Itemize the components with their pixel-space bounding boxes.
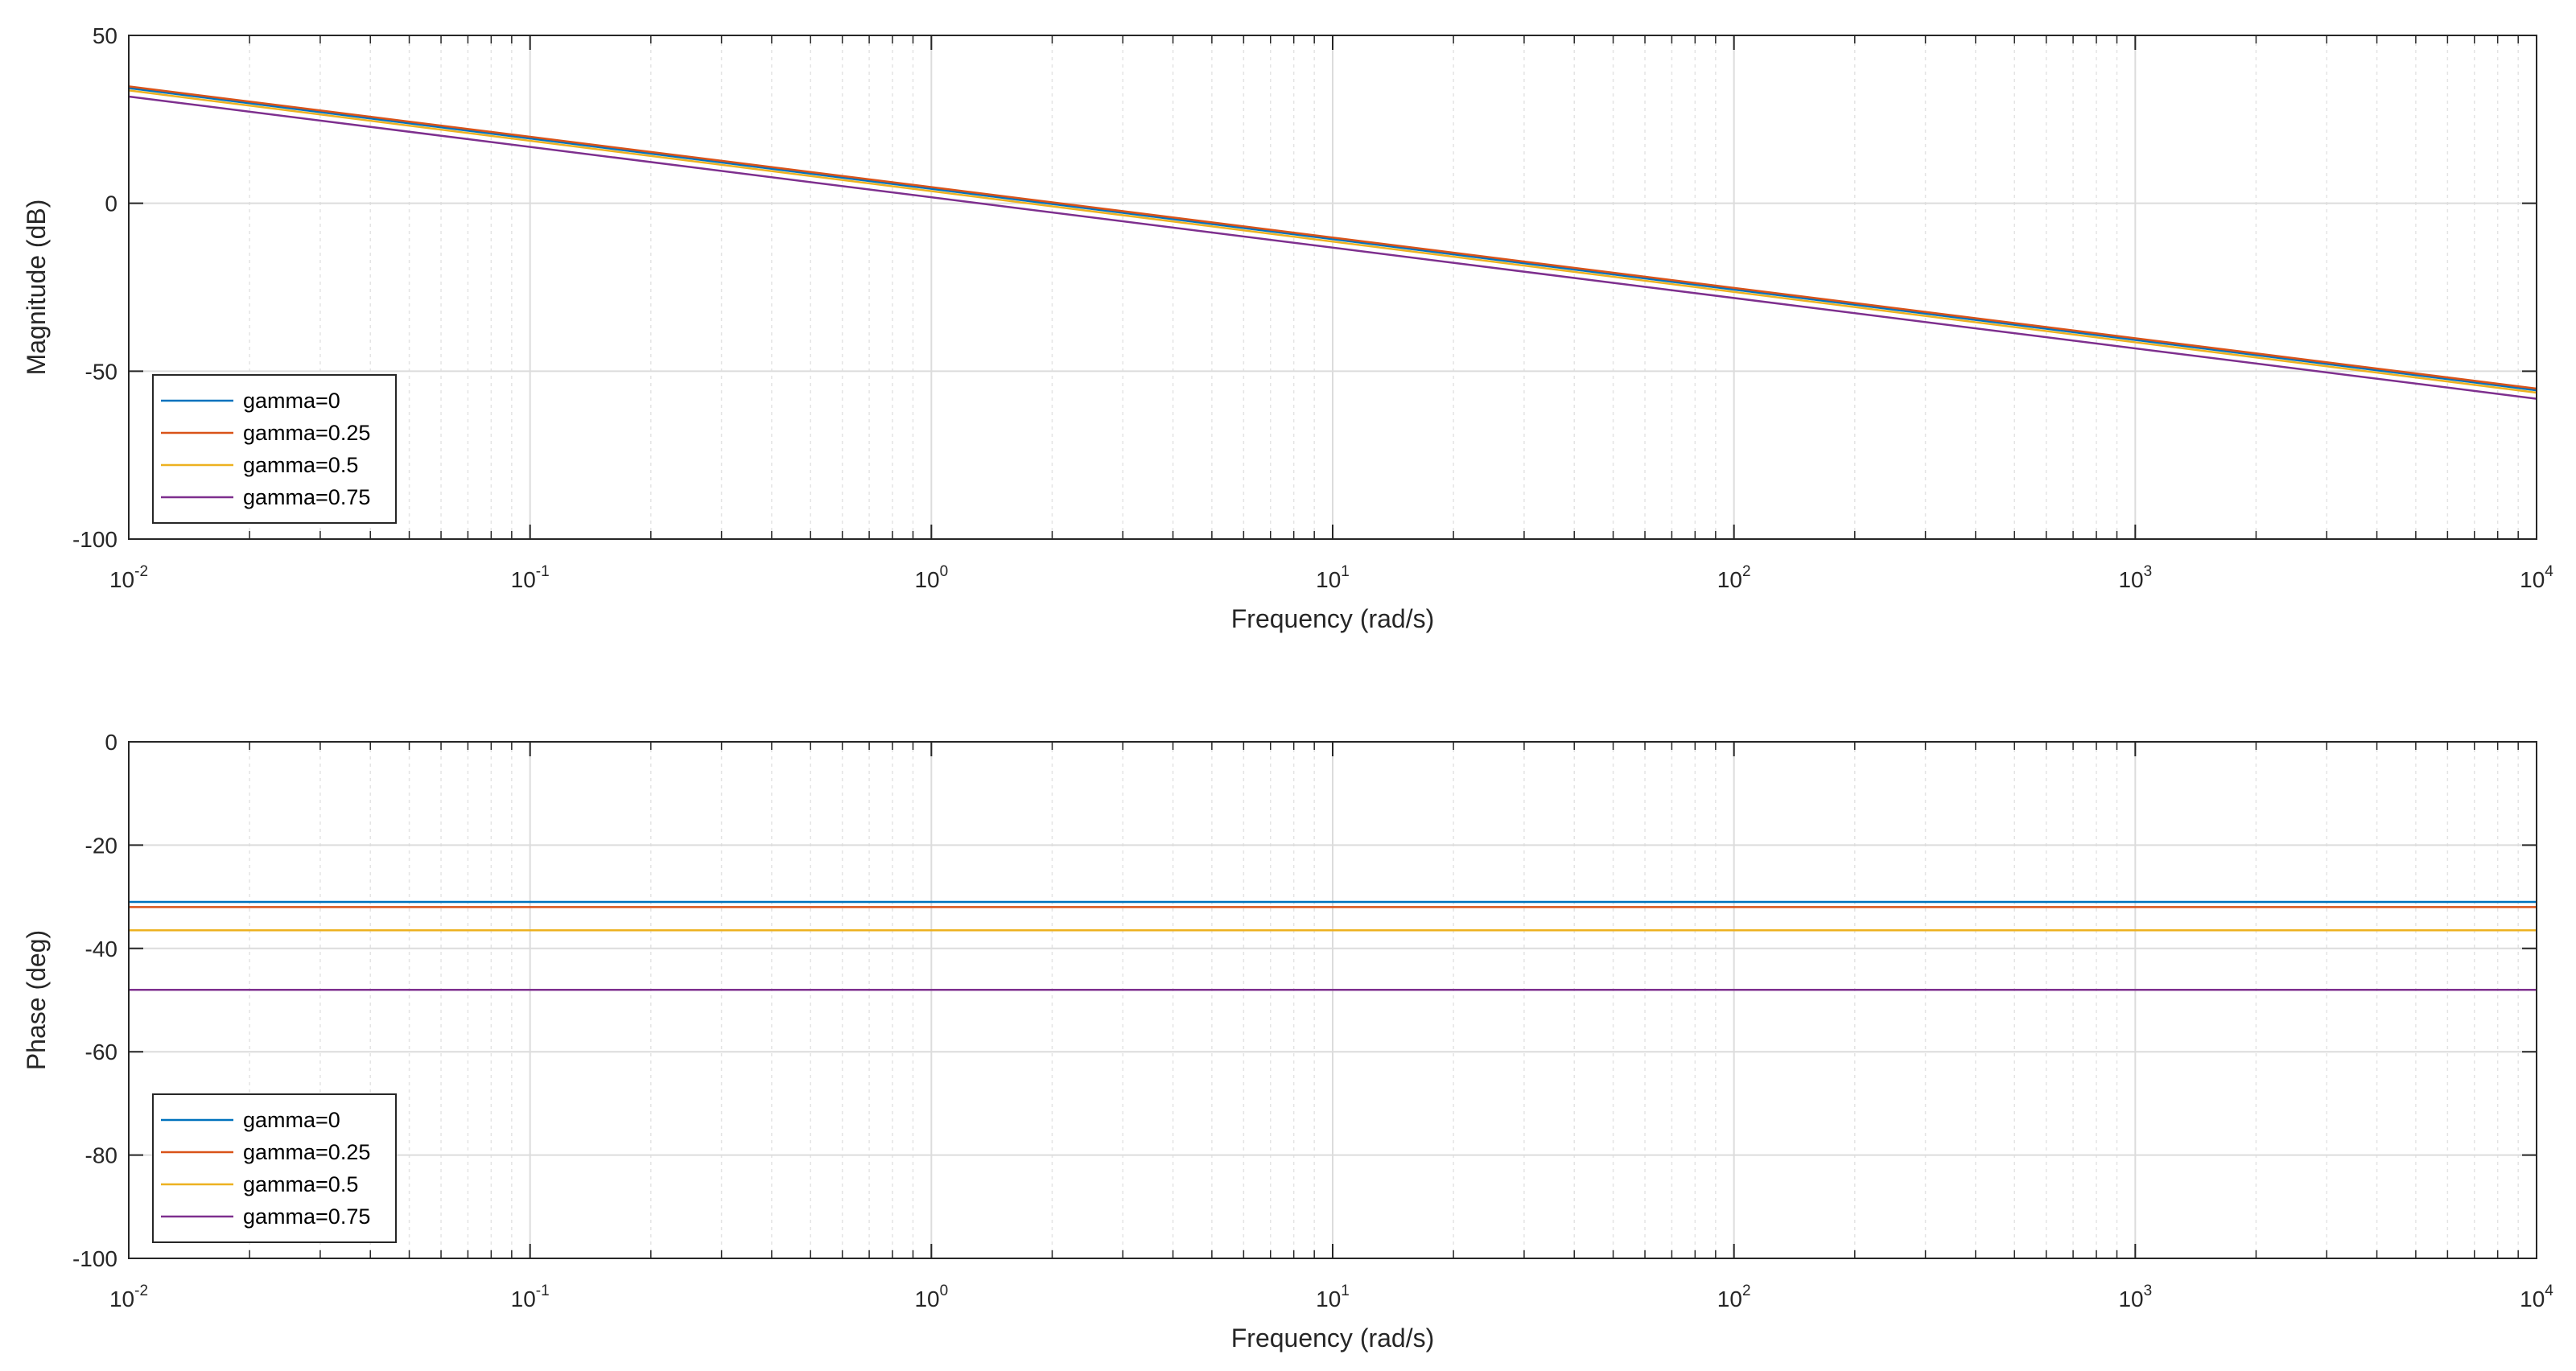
phase-y-tick-label: -40 [85,937,117,961]
magnitude-series-line-1 [128,85,2537,390]
magnitude-x-tick-label: 102 [1717,563,1751,592]
magnitude-series-line-0 [128,87,2537,392]
magnitude-x-tick-label: 101 [1316,563,1350,592]
magnitude-x-tick-label: 10-1 [511,563,550,592]
phase-x-tick-label: 104 [2520,1282,2553,1311]
phase-legend-entry: gamma=0 [243,1108,340,1132]
phase-y-tick-label: -60 [85,1040,117,1064]
phase-x-tick-label: 10-2 [109,1282,148,1311]
magnitude-axes-box [128,35,2537,540]
phase-legend-entry: gamma=0.5 [243,1172,358,1196]
phase-legend-entry: gamma=0.75 [243,1204,370,1229]
phase-x-tick-label: 101 [1316,1282,1350,1311]
phase-x-tick-label: 100 [914,1282,948,1311]
phase-x-axis-label: Frequency (rad/s) [1231,1324,1435,1352]
magnitude-x-tick-label: 100 [914,563,948,592]
magnitude-y-tick-label: -100 [72,527,117,552]
magnitude-y-tick-label: 0 [105,191,117,216]
magnitude-axes: 10-2 10-1 100 101 102 103 104 -100 -50 0 50 Frequen… [22,23,2553,633]
phase-y-tick-label: 0 [105,730,117,755]
phase-x-tick-label: 102 [1717,1282,1751,1311]
phase-y-tick-label: -100 [72,1246,117,1271]
phase-y-tick-label: -20 [85,833,117,858]
magnitude-x-tick-label: 104 [2520,563,2553,592]
magnitude-x-tick-label: 103 [2118,563,2152,592]
phase-x-tick-label: 103 [2118,1282,2152,1311]
magnitude-legend-entry: gamma=0.25 [243,421,370,445]
magnitude-y-tick-label: -50 [85,359,117,384]
magnitude-series-line-3 [128,95,2537,400]
magnitude-series-line-2 [128,89,2537,394]
magnitude-x-axis-label: Frequency (rad/s) [1231,604,1435,633]
phase-axes: 10-2 10-1 100 101 102 103 104 -100 -80 -60 -40 -20 0… [22,730,2553,1352]
magnitude-x-tick-label: 10-2 [109,563,148,592]
magnitude-legend-entry: gamma=0.5 [243,453,358,477]
phase-legend-entry: gamma=0.25 [243,1140,370,1164]
phase-legend-box [152,1093,397,1243]
magnitude-y-tick-label: 50 [93,23,117,48]
phase-legend: gamma=0 gamma=0.25 gamma=0.5 gamma=0.75 [152,1093,397,1243]
magnitude-legend: gamma=0 gamma=0.25 gamma=0.5 gamma=0.75 [152,374,397,524]
phase-y-tick-label: -80 [85,1143,117,1168]
phase-axes-box [128,741,2537,1259]
magnitude-y-axis-label: Magnitude (dB) [22,200,51,376]
magnitude-legend-entry: gamma=0.75 [243,485,370,509]
phase-x-tick-label: 10-1 [511,1282,550,1311]
phase-y-axis-label: Phase (deg) [22,930,51,1070]
magnitude-legend-entry: gamma=0 [243,389,340,413]
magnitude-legend-box [152,374,397,524]
